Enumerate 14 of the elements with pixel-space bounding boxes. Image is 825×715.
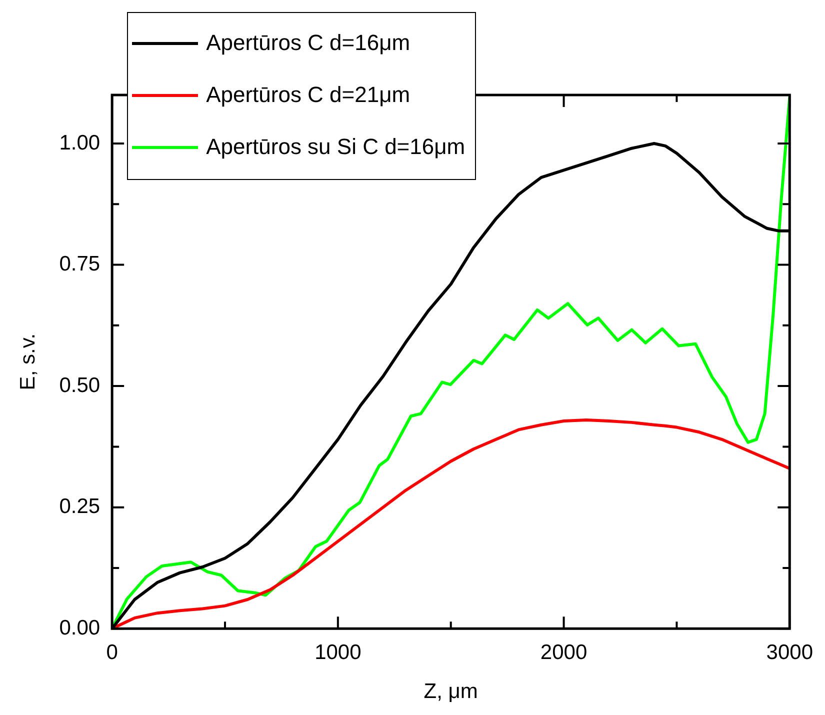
legend-label: Apertūros su Si C d=16μm	[206, 134, 466, 160]
y-tick-label: 0.50	[59, 374, 100, 397]
x-tick-label: 0	[106, 640, 118, 664]
x-tick-label: 2000	[540, 640, 588, 664]
legend-label: Apertūros C d=21μm	[206, 82, 410, 108]
x-tick-label: 3000	[766, 640, 813, 664]
x-axis-title: Z, μm	[424, 680, 478, 704]
y-tick-label: 0.00	[59, 616, 100, 640]
y-tick-label: 0.75	[59, 252, 100, 276]
y-axis-title: E, s.v.	[16, 333, 40, 390]
x-tick-label: 1000	[314, 640, 362, 664]
y-tick-label: 0.25	[59, 495, 100, 518]
legend-label: Apertūros C d=16μm	[206, 30, 410, 56]
y-tick-label: 1.00	[59, 131, 100, 154]
